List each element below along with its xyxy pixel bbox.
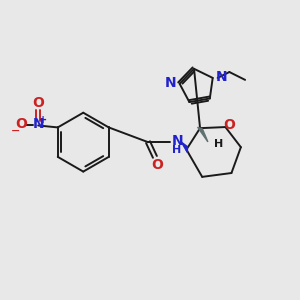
- Text: O: O: [32, 96, 44, 110]
- Text: H: H: [214, 139, 223, 149]
- Polygon shape: [182, 142, 188, 152]
- Text: N: N: [172, 134, 183, 148]
- Text: O: O: [151, 158, 163, 172]
- Text: H: H: [172, 145, 181, 155]
- Text: +: +: [39, 115, 47, 124]
- Text: O: O: [224, 118, 235, 132]
- Text: N: N: [32, 118, 44, 131]
- Text: O: O: [16, 118, 27, 131]
- Polygon shape: [198, 127, 208, 142]
- Text: −: −: [11, 125, 20, 135]
- Text: N: N: [165, 76, 177, 90]
- Text: N: N: [216, 70, 227, 84]
